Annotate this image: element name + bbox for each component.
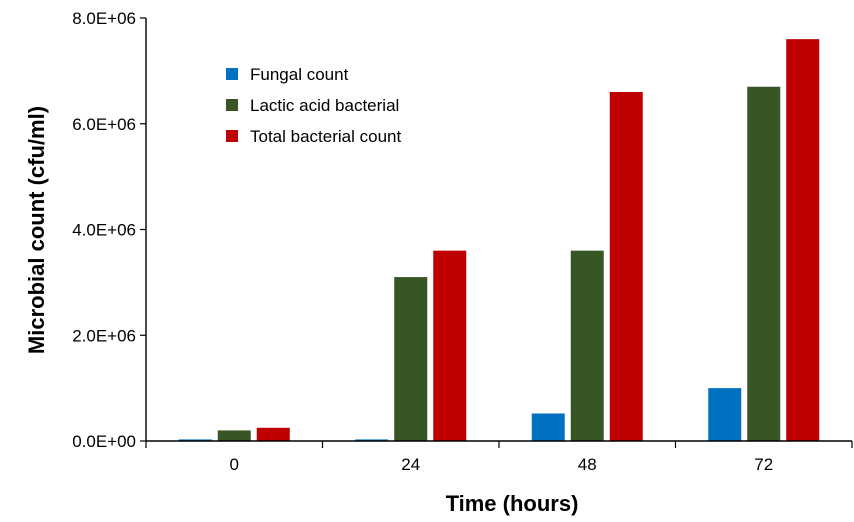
legend: Fungal count Lactic acid bacterial Total b…	[226, 65, 401, 146]
bar-total-bacterial-count-48	[609, 92, 643, 442]
x-axis-ticks: 0 24 48 72	[145, 441, 853, 474]
legend-label: Lactic acid bacterial	[250, 96, 399, 115]
legend-swatch	[226, 68, 238, 80]
x-tick-label: 0	[230, 455, 239, 474]
bar-lactic-acid-bacterial-0	[217, 430, 251, 441]
bar-lactic-acid-bacterial-48	[570, 250, 604, 441]
x-axis-title: Time (hours)	[446, 491, 579, 516]
bar-total-bacterial-count-0	[256, 427, 290, 441]
bar-fungal-count-0	[178, 439, 212, 441]
bars	[178, 39, 820, 442]
y-axis-ticks: 0.0E+00 2.0E+06 4.0E+06 6.0E+06 8.0E+06	[72, 9, 146, 451]
y-tick-label: 6.0E+06	[72, 115, 136, 134]
legend-label: Total bacterial count	[250, 127, 401, 146]
bar-lactic-acid-bacterial-72	[747, 86, 781, 442]
y-tick-label: 2.0E+06	[72, 326, 136, 345]
y-tick-label: 0.0E+00	[72, 432, 136, 451]
y-tick-label: 4.0E+06	[72, 221, 136, 240]
legend-label: Fungal count	[250, 65, 349, 84]
bar-fungal-count-48	[531, 413, 565, 441]
bar-lactic-acid-bacterial-24	[394, 277, 428, 441]
legend-swatch	[226, 130, 238, 142]
bar-fungal-count-72	[708, 388, 742, 441]
bar-total-bacterial-count-72	[786, 39, 820, 442]
x-tick-label: 24	[401, 455, 420, 474]
bar-fungal-count-24	[355, 439, 389, 441]
bar-total-bacterial-count-24	[433, 250, 467, 441]
legend-swatch	[226, 99, 238, 111]
x-tick-label: 72	[754, 455, 773, 474]
y-axis-title: Microbial count (cfu/ml)	[24, 106, 49, 354]
y-tick-label: 8.0E+06	[72, 9, 136, 28]
x-tick-label: 48	[578, 455, 597, 474]
